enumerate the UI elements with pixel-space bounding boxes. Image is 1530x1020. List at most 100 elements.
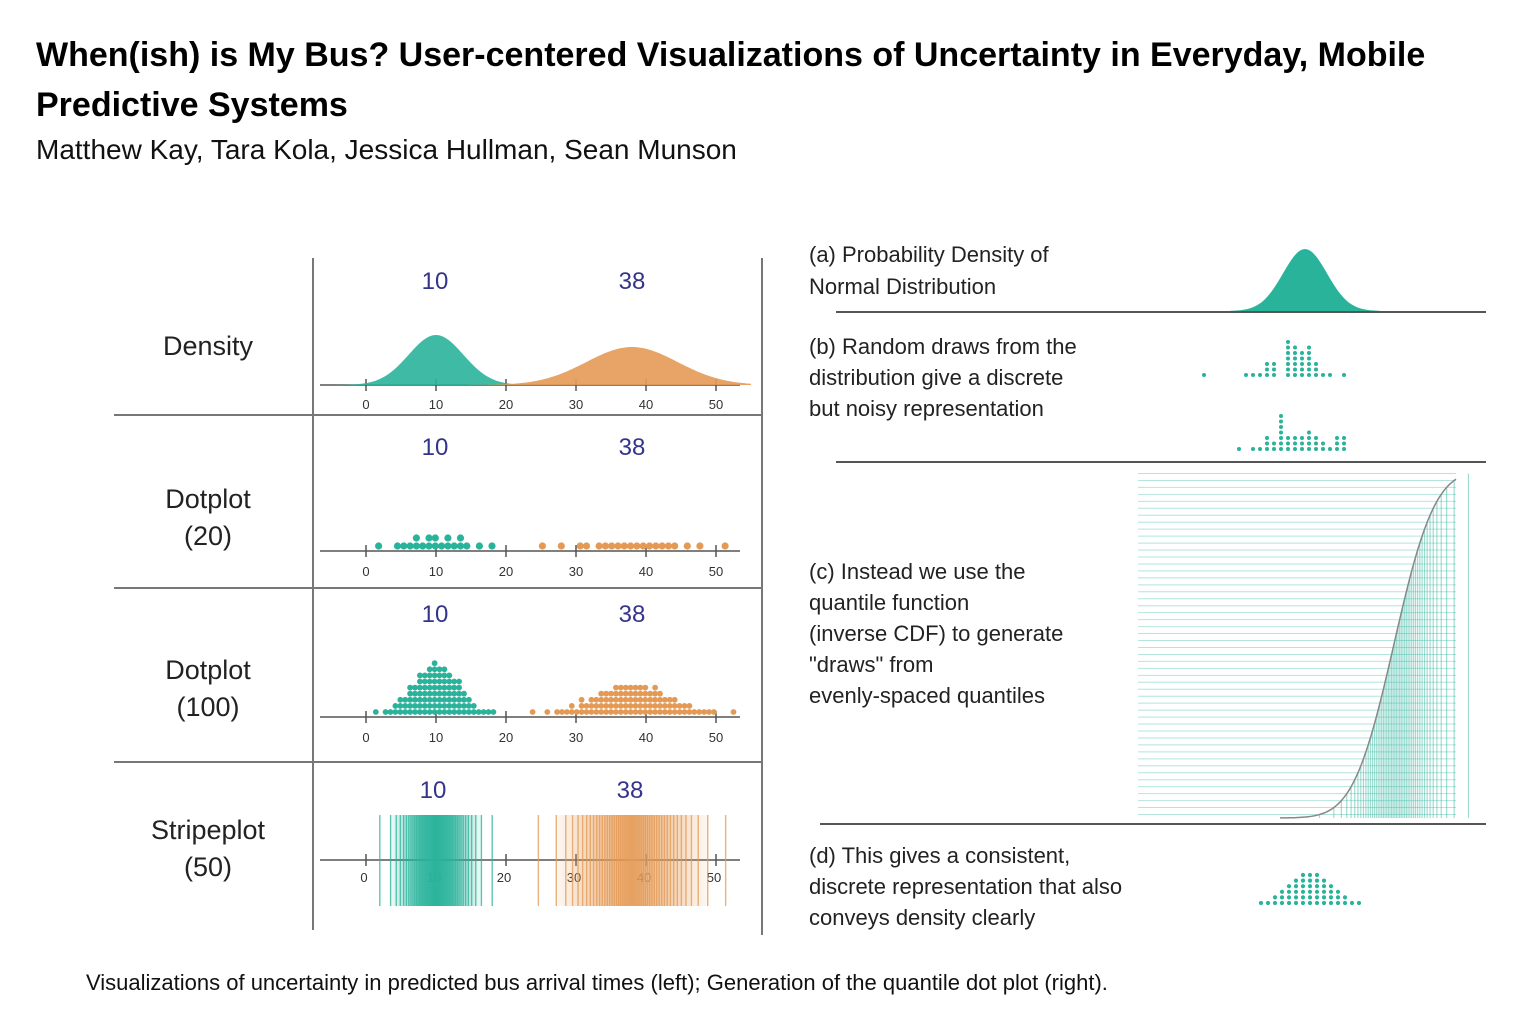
- random-draw-dot: [1300, 367, 1304, 372]
- step-a-text: Normal Distribution: [809, 274, 996, 299]
- random-draw-dot: [1279, 436, 1283, 440]
- dot-orange: [627, 709, 634, 715]
- random-draw-dot: [1279, 441, 1283, 446]
- mean-label-orange: 38: [619, 268, 646, 295]
- random-draw-dot: [1321, 441, 1325, 446]
- dot-teal: [451, 684, 458, 691]
- quantile-dot: [1335, 900, 1341, 906]
- dot-orange: [603, 709, 609, 715]
- dot-orange: [588, 709, 595, 715]
- row-label-dotplot100: Dotplot: [165, 655, 251, 685]
- quantile-dot: [1300, 900, 1306, 906]
- quantile-dot: [1342, 895, 1348, 900]
- random-draw-dot: [1286, 362, 1290, 366]
- dot-teal: [441, 678, 448, 685]
- dot-teal: [441, 690, 448, 697]
- mean-label-orange: 38: [619, 601, 646, 628]
- quantile-dot: [1286, 889, 1292, 894]
- dot-teal: [392, 709, 399, 715]
- dot-orange: [637, 684, 644, 691]
- random-draw-dot: [1300, 441, 1304, 446]
- dot-teal: [419, 542, 427, 550]
- dot-orange: [671, 709, 678, 715]
- dot-teal: [431, 703, 438, 709]
- random-draw-dot: [1293, 367, 1297, 372]
- dot-orange: [601, 542, 610, 550]
- dot-orange: [598, 709, 605, 715]
- dot-orange: [696, 542, 704, 550]
- dot-teal: [431, 684, 438, 691]
- random-draw-dot: [1265, 441, 1269, 446]
- dot-teal: [426, 703, 433, 709]
- tick-label: 40: [639, 397, 653, 412]
- dot-teal: [431, 534, 439, 542]
- step-c-text: (inverse CDF) to generate: [809, 621, 1063, 646]
- dot-teal: [407, 696, 413, 703]
- dot-teal: [417, 684, 423, 691]
- dot-teal: [431, 709, 438, 715]
- random-draw-dot: [1286, 345, 1290, 350]
- left-panel: Density Dotplot (20) Dotplot (100) Strip…: [114, 258, 763, 935]
- quantile-dot: [1300, 884, 1306, 889]
- random-draw-dot: [1279, 425, 1283, 429]
- quantile-dot: [1286, 884, 1292, 889]
- dot-orange: [664, 542, 673, 550]
- step-d-text: discrete representation that also: [809, 874, 1122, 899]
- random-draw-dot: [1314, 373, 1318, 377]
- quantile-dot: [1321, 878, 1327, 883]
- random-draw-dot: [1335, 436, 1339, 440]
- dot-orange: [642, 690, 649, 697]
- dot-orange: [544, 709, 551, 715]
- dot-teal: [393, 542, 402, 550]
- dot-teal: [436, 678, 443, 685]
- normal-density-curve: [1230, 249, 1380, 311]
- dot-orange: [637, 696, 644, 703]
- dot-teal: [441, 709, 448, 715]
- dot-teal: [407, 703, 413, 709]
- random-draw-dot: [1286, 351, 1290, 355]
- x-axis-dotplot20: 0 10 20 30 40 50: [362, 564, 723, 579]
- random-draw-dot: [1300, 356, 1304, 361]
- dot-teal: [412, 542, 420, 550]
- dot-orange: [595, 542, 603, 550]
- dot-teal: [421, 678, 428, 685]
- dot-orange: [676, 703, 683, 709]
- dot-teal: [466, 709, 472, 715]
- dot-teal: [412, 684, 418, 691]
- dot-orange: [529, 709, 536, 715]
- dot-teal: [426, 709, 433, 715]
- step-d-text: conveys density clearly: [809, 905, 1035, 930]
- dot-teal: [412, 534, 420, 542]
- dot-orange: [593, 696, 600, 703]
- dot-orange: [662, 709, 668, 715]
- step-c-text: "draws" from: [809, 652, 933, 677]
- mean-label-teal: 10: [420, 777, 447, 804]
- dot-teal: [441, 696, 448, 703]
- random-draw-dot: [1279, 430, 1283, 435]
- dot-teal: [426, 672, 433, 679]
- dot-orange: [627, 542, 635, 550]
- random-draw-dot: [1286, 447, 1290, 451]
- dot-teal: [412, 703, 418, 709]
- dot-orange: [691, 709, 698, 715]
- dot-orange: [608, 703, 614, 709]
- quantile-dot: [1272, 895, 1278, 900]
- dot-orange: [681, 703, 688, 709]
- quantile-dot: [1300, 872, 1306, 878]
- dot-teal: [426, 696, 433, 703]
- random-draw-dot: [1265, 447, 1269, 451]
- dot-orange: [652, 690, 658, 697]
- dot-teal: [417, 678, 423, 685]
- dot-teal: [397, 703, 404, 709]
- tick-label: 0: [362, 564, 369, 579]
- random-draw-dot: [1293, 436, 1297, 440]
- dot-teal: [431, 542, 439, 550]
- random-draw-dot: [1272, 447, 1276, 451]
- random-draw-dot: [1272, 373, 1276, 377]
- dot-orange: [642, 703, 649, 709]
- dot-orange: [658, 542, 666, 550]
- dot-teal: [456, 542, 465, 550]
- random-draw-dot: [1286, 436, 1290, 440]
- random-draw-dot: [1307, 351, 1311, 355]
